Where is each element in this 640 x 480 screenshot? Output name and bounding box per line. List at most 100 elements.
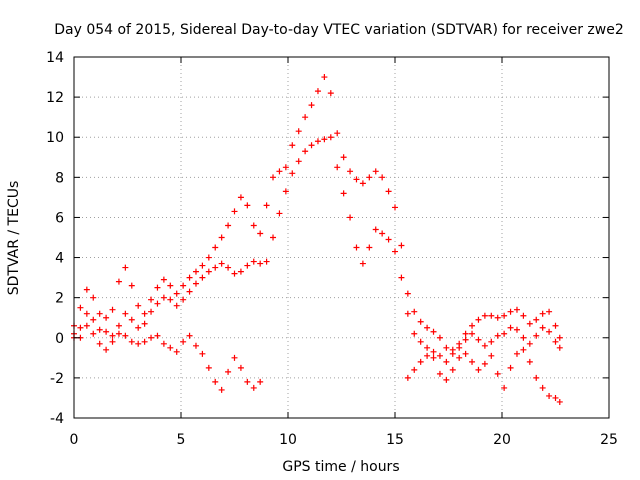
data-point <box>205 268 212 275</box>
series-lower <box>71 322 563 405</box>
data-point <box>160 294 167 301</box>
data-point <box>96 326 103 333</box>
data-point <box>520 334 527 341</box>
data-point <box>533 332 540 339</box>
data-point <box>218 260 225 267</box>
data-point <box>308 142 315 149</box>
data-point <box>539 324 546 331</box>
data-point <box>257 230 264 237</box>
data-point <box>83 322 90 329</box>
data-point <box>392 248 398 255</box>
data-point <box>462 336 469 343</box>
data-point <box>552 394 559 401</box>
data-point <box>481 312 488 319</box>
data-point <box>443 358 450 365</box>
x-tick-label: 10 <box>279 432 297 448</box>
data-point <box>180 296 187 303</box>
data-point <box>546 328 553 335</box>
data-point <box>186 274 193 281</box>
data-point <box>494 314 501 321</box>
data-point <box>546 392 553 399</box>
data-point <box>436 370 443 377</box>
data-point <box>404 374 411 381</box>
data-point <box>212 378 219 385</box>
data-point <box>173 302 180 309</box>
data-point <box>289 170 296 177</box>
data-point <box>205 254 212 261</box>
data-point <box>526 358 533 365</box>
series-upper <box>71 74 563 357</box>
axis-ticks <box>73 56 610 419</box>
data-point <box>90 294 97 301</box>
data-point <box>385 188 392 195</box>
data-point <box>513 326 520 333</box>
data-point <box>334 164 341 171</box>
data-point <box>308 102 315 109</box>
data-point <box>404 290 411 297</box>
data-point <box>148 296 155 303</box>
x-tick-label: 0 <box>70 432 79 448</box>
data-point <box>494 370 501 377</box>
data-point <box>237 194 244 201</box>
data-point <box>539 310 546 317</box>
data-point <box>237 364 244 371</box>
data-point <box>353 176 360 183</box>
data-point <box>366 174 373 181</box>
data-point <box>314 88 321 95</box>
data-point <box>411 308 418 315</box>
data-point <box>430 354 437 361</box>
data-point <box>218 234 225 241</box>
data-point <box>225 222 232 229</box>
data-point <box>481 342 488 349</box>
data-point <box>359 180 366 187</box>
data-point <box>141 320 148 327</box>
data-point <box>417 358 424 365</box>
data-point <box>231 354 238 361</box>
data-point <box>436 352 443 359</box>
data-point <box>231 270 238 277</box>
data-point <box>327 90 334 97</box>
data-point <box>186 288 193 295</box>
data-point <box>128 338 135 345</box>
data-point <box>546 308 553 315</box>
data-point <box>501 330 508 337</box>
data-point <box>109 306 116 313</box>
data-point <box>167 296 174 303</box>
data-point <box>501 312 508 319</box>
data-point <box>533 374 540 381</box>
data-point <box>160 340 167 347</box>
data-point <box>436 334 443 341</box>
data-point <box>539 384 546 391</box>
y-tick-label: 0 <box>55 331 64 347</box>
data-point <box>321 136 328 143</box>
data-point <box>481 360 488 367</box>
data-point <box>263 258 270 265</box>
data-point <box>404 310 411 317</box>
data-point <box>302 114 309 121</box>
data-point <box>109 332 116 339</box>
data-point <box>276 210 283 217</box>
data-point <box>115 278 122 285</box>
data-point <box>186 332 193 339</box>
data-point <box>141 310 148 317</box>
data-point <box>250 258 257 265</box>
data-point <box>115 330 122 337</box>
data-point <box>90 316 97 323</box>
data-point <box>96 340 103 347</box>
data-point <box>135 324 142 331</box>
data-point <box>103 328 110 335</box>
data-point <box>417 318 424 325</box>
data-point <box>347 168 354 175</box>
data-point <box>430 348 437 355</box>
data-point <box>141 338 148 345</box>
data-point <box>462 330 469 337</box>
data-point <box>321 74 328 81</box>
data-point <box>488 338 495 345</box>
y-tick-label: -2 <box>50 371 64 387</box>
data-point <box>173 348 180 355</box>
data-point <box>424 352 431 359</box>
data-point <box>334 130 341 137</box>
data-point <box>237 268 244 275</box>
data-point <box>417 338 424 345</box>
data-point <box>372 168 379 175</box>
